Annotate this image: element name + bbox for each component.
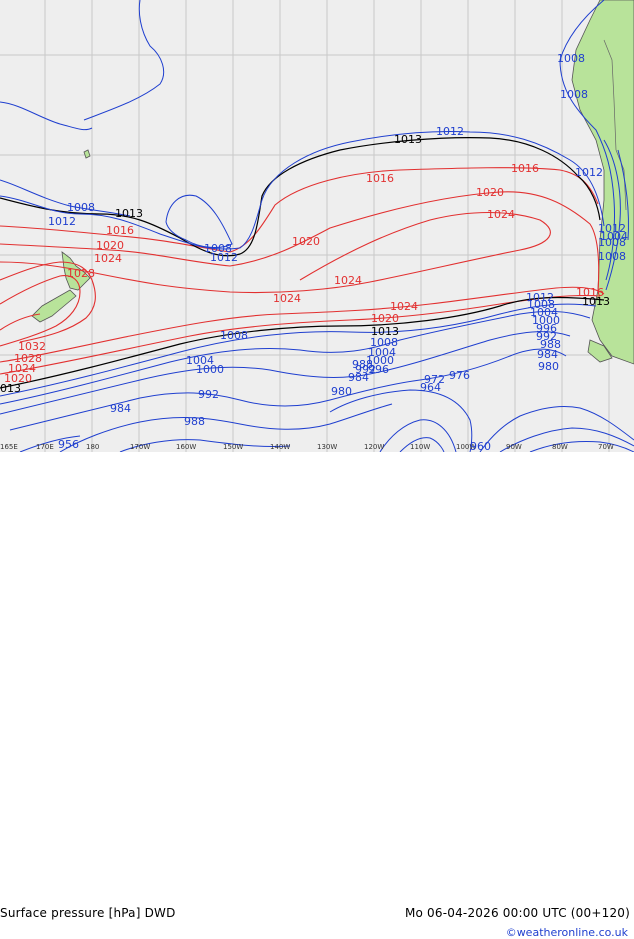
isobar-label: 1008 xyxy=(527,298,555,311)
isobar-label: 1000 xyxy=(366,354,394,367)
isobar-label: 984 xyxy=(110,402,131,415)
isobar-label: 1012 xyxy=(575,166,603,179)
isobar-label: 1016 xyxy=(576,286,604,299)
isobar-label: 1008 xyxy=(598,250,626,263)
isobar-label: 1016 xyxy=(106,224,134,237)
isobar-label: 996 xyxy=(536,322,557,335)
tick-label: 100W xyxy=(456,443,476,451)
isobar-label: 976 xyxy=(449,369,470,382)
tick-label: 170W xyxy=(130,443,150,451)
isobar-label: 1024 xyxy=(487,208,515,221)
isobar-label: 984 xyxy=(537,348,558,361)
isobar-label: 980 xyxy=(331,385,352,398)
isobar-label: 1020 xyxy=(96,239,124,252)
isobars-high xyxy=(0,167,605,375)
isobar-label: 1008 xyxy=(560,88,588,101)
isobar-label: 1000 xyxy=(196,363,224,376)
isobar-label: 992 xyxy=(355,363,376,376)
isobar-label: 013 xyxy=(0,382,21,395)
tierra-del-fuego xyxy=(587,339,613,363)
isobar-labels: 1012 1008 1008 1008 1012 1013 1013 1012 … xyxy=(0,52,628,453)
isobar-label: 1008 xyxy=(220,329,248,342)
isobar-label: 956 xyxy=(58,438,79,451)
isobar-label: 1020 xyxy=(371,312,399,325)
forecast-time: Mo 06-04-2026 00:00 UTC (00+120) xyxy=(404,906,630,920)
isobar-label: 1008 xyxy=(67,201,95,214)
tick-label: 140W xyxy=(270,443,290,451)
tick-label: 110W xyxy=(410,443,430,451)
isobar-label: 1008 xyxy=(557,52,585,65)
isobar-label: 1013 xyxy=(582,295,610,308)
isobar-label: 992 xyxy=(536,330,557,343)
tick-label: 90W xyxy=(506,443,522,451)
isobar-label: 1024 xyxy=(334,274,362,287)
isobar-label: 1013 xyxy=(394,133,422,146)
new-zealand-south-island xyxy=(31,289,77,323)
isobar-label: 1016 xyxy=(511,162,539,175)
isobar-label: 984 xyxy=(348,371,369,384)
isobar-label: 1024 xyxy=(94,252,122,265)
south-america-coast xyxy=(571,0,634,365)
isobar-label: 1032 xyxy=(18,340,46,353)
footer: Surface pressure [hPa] DWD Mo 06-04-2026… xyxy=(0,452,634,939)
isobar-label: 1008 xyxy=(204,242,232,255)
pressure-map: 165E 170E 180 170W 160W 150W 140W 130W 1… xyxy=(0,0,634,453)
isobar-label: 1028 xyxy=(14,352,42,365)
isobar-label: 1004 xyxy=(600,230,628,243)
isobar-label: 1012 xyxy=(598,222,626,235)
tick-label: 165E xyxy=(0,443,18,451)
isobar-label: 988 xyxy=(184,415,205,428)
isobar-label: 1008 xyxy=(598,236,626,249)
land xyxy=(31,0,634,365)
credit-link[interactable]: ©weatheronline.co.uk xyxy=(505,926,628,939)
isobar-label: 1020 xyxy=(292,235,320,248)
isobar-label: 1013 xyxy=(115,207,143,220)
map-title: Surface pressure [hPa] DWD xyxy=(0,906,176,920)
isobar-label: 1012 xyxy=(48,215,76,228)
isobar-label: 964 xyxy=(420,381,441,394)
isobars-neutral xyxy=(0,137,605,389)
tick-label: 160W xyxy=(176,443,196,451)
isobar-label: 1024 xyxy=(273,292,301,305)
isobar-label: 1012 xyxy=(436,125,464,138)
tick-label: 80W xyxy=(552,443,568,451)
tick-label: 170E xyxy=(36,443,54,451)
isobar-label: 972 xyxy=(424,373,445,386)
isobar-label: 1012 xyxy=(210,251,238,264)
isobar-label: 1024 xyxy=(8,362,36,375)
isobar-label: 1024 xyxy=(390,300,418,313)
isobar-label: 1004 xyxy=(530,306,558,319)
isobar-label: 1004 xyxy=(368,346,396,359)
isobar-label: 988 xyxy=(540,338,561,351)
isobar-label: 1016 xyxy=(366,172,394,185)
isobar-label: 960 xyxy=(470,440,491,452)
tick-label: 150W xyxy=(223,443,243,451)
isobar-label: 980 xyxy=(538,360,559,373)
tick-label: 120W xyxy=(364,443,384,451)
isobar-label: 1028 xyxy=(67,267,95,280)
tick-label: 130W xyxy=(317,443,337,451)
isobar-label: 1020 xyxy=(4,372,32,385)
isobar-label: 1000 xyxy=(532,314,560,327)
small-island-1 xyxy=(83,149,91,159)
isobar-label: 1013 xyxy=(371,325,399,338)
isobar-label: 1008 xyxy=(370,336,398,349)
tick-label: 180 xyxy=(86,443,99,451)
longitude-axis: 165E 170E 180 170W 160W 150W 140W 130W 1… xyxy=(0,443,614,451)
graticule xyxy=(0,0,634,452)
isobar-label: 988 xyxy=(352,358,373,371)
country-borders xyxy=(603,39,627,211)
isobars-low xyxy=(0,0,634,453)
isobar-label: 992 xyxy=(198,388,219,401)
isobar-label: 1020 xyxy=(476,186,504,199)
isobar-label: 996 xyxy=(368,363,389,376)
isobar-label: 1004 xyxy=(186,354,214,367)
tick-label: 70W xyxy=(598,443,614,451)
isobar-label: 1012 xyxy=(526,291,554,304)
